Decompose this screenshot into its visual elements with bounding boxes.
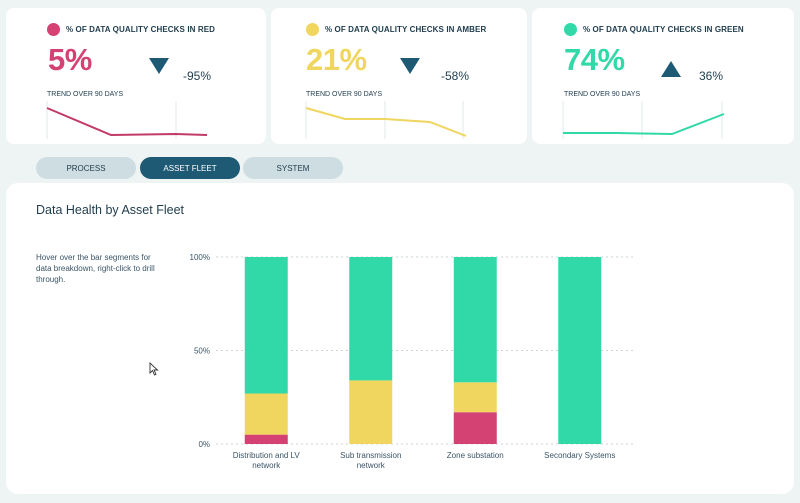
green-trend-sparkline: [562, 101, 725, 139]
kpi-red-change: -95%: [183, 69, 212, 83]
bar-segment[interactable]: [453, 257, 497, 383]
panel-title: Data Health by Asset Fleet: [36, 203, 184, 217]
kpi-amber-trend-label: TREND OVER 90 DAYS: [306, 91, 383, 98]
kpi-card-amber[interactable]: % OF DATA QUALITY CHECKS IN AMBER 21% -5…: [271, 8, 527, 144]
bar-segment[interactable]: [244, 393, 288, 435]
tab-system[interactable]: SYSTEM: [243, 157, 343, 179]
kpi-green-trend-label: TREND OVER 90 DAYS: [564, 91, 641, 98]
kpi-red-value: 5%: [48, 42, 92, 77]
red-trend-sparkline: [46, 101, 208, 139]
kpi-red-trend-label: TREND OVER 90 DAYS: [47, 91, 124, 98]
green-status-dot: [564, 23, 577, 36]
amber-trend-sparkline: [305, 101, 467, 139]
x-category-label: Distribution and LV: [233, 451, 301, 460]
mouse-cursor-icon: [149, 362, 159, 376]
bar-segment[interactable]: [558, 257, 602, 444]
bar-segment[interactable]: [244, 434, 288, 444]
bar-segment[interactable]: [244, 257, 288, 394]
x-category-label: network: [252, 461, 281, 470]
x-category-label: Sub transmission: [340, 451, 401, 460]
kpi-amber-value: 21%: [306, 42, 367, 77]
down-triangle-icon: [149, 58, 169, 74]
kpi-card-green[interactable]: % OF DATA QUALITY CHECKS IN GREEN 74% 36…: [532, 8, 794, 144]
bar-segment[interactable]: [453, 382, 497, 413]
tab-process[interactable]: PROCESS: [36, 157, 136, 179]
down-triangle-icon: [400, 58, 420, 74]
asset-fleet-panel: Data Health by Asset Fleet Hover over th…: [6, 183, 794, 494]
x-category-label: Secondary Systems: [544, 451, 615, 460]
kpi-amber-title: % OF DATA QUALITY CHECKS IN AMBER: [325, 25, 487, 34]
kpi-card-red[interactable]: % OF DATA QUALITY CHECKS IN RED 5% -95% …: [6, 8, 266, 144]
red-status-dot: [47, 23, 60, 36]
kpi-green-title: % OF DATA QUALITY CHECKS IN GREEN: [583, 25, 744, 34]
tab-asset-fleet[interactable]: ASSET FLEET: [140, 157, 240, 179]
up-triangle-icon: [661, 61, 681, 77]
kpi-red-title: % OF DATA QUALITY CHECKS IN RED: [66, 25, 216, 34]
kpi-amber-change: -58%: [441, 69, 470, 83]
bar-segment[interactable]: [453, 412, 497, 444]
y-tick-label: 50%: [194, 347, 210, 356]
bar-segment[interactable]: [349, 380, 393, 444]
y-tick-label: 100%: [190, 253, 210, 262]
kpi-green-value: 74%: [564, 42, 625, 77]
kpi-green-change: 36%: [699, 69, 724, 83]
x-category-label: network: [357, 461, 386, 470]
x-category-label: Zone substation: [447, 451, 504, 460]
amber-status-dot: [306, 23, 319, 36]
bar-segment[interactable]: [349, 257, 393, 381]
y-tick-label: 0%: [198, 440, 210, 449]
drill-hint-text: Hover over the bar segments for data bre…: [36, 253, 155, 284]
